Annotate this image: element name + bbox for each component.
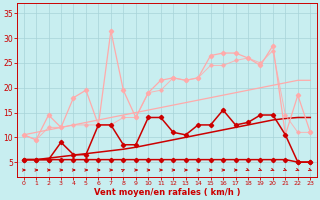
X-axis label: Vent moyen/en rafales ( km/h ): Vent moyen/en rafales ( km/h )	[94, 188, 240, 197]
